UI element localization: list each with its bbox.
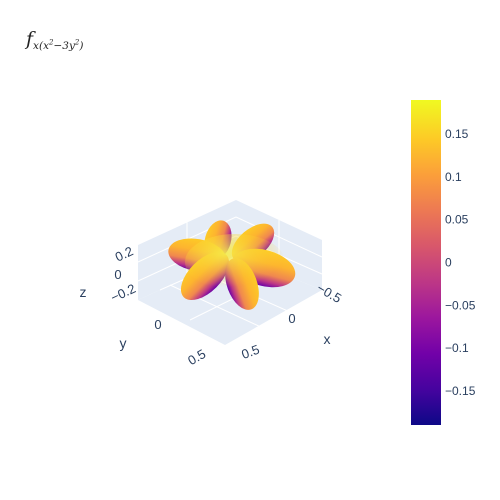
colorbar-tick-label: 0.15 xyxy=(445,127,469,141)
colorbar-tick-label: 0 xyxy=(445,256,452,270)
y-axis-title: y xyxy=(120,335,127,351)
x-tick-label: 0.5 xyxy=(239,342,261,362)
y-tick-label: 0 xyxy=(154,317,161,332)
colorbar-gradient xyxy=(411,100,441,425)
z-tick-label: −0.2 xyxy=(108,281,138,305)
x-axis-title: x xyxy=(324,331,331,347)
colorbar-tick-label: −0.1 xyxy=(445,341,469,355)
chart-title: fx(x2−3y2) xyxy=(26,28,83,52)
z-tick-label: 0.2 xyxy=(113,243,136,264)
surface[interactable] xyxy=(166,216,300,314)
z-axis-title: z xyxy=(80,284,87,300)
x-tick-label: −0.5 xyxy=(314,280,344,306)
colorbar-tick-label: 0.1 xyxy=(445,170,462,184)
title-sub-post: ) xyxy=(79,40,84,52)
x-tick-label: 0 xyxy=(288,311,295,326)
colorbar[interactable]: 0.15 0.1 0.05 0 −0.05 −0.1 −0.15 xyxy=(411,100,476,425)
colorbar-tick-label: −0.05 xyxy=(445,298,476,312)
colorbar-tick-label: 0.05 xyxy=(445,213,469,227)
colorbar-ticks: 0.15 0.1 0.05 0 −0.05 −0.1 −0.15 xyxy=(445,127,476,398)
title-subscript: x(x2−3y2) xyxy=(33,38,84,53)
title-sup-1: 2 xyxy=(49,38,54,47)
title-base: f xyxy=(26,28,34,50)
lobe-highlight xyxy=(185,234,285,290)
colorbar-tick-label: −0.15 xyxy=(445,384,476,398)
title-sup-2: 2 xyxy=(74,38,80,47)
title-sub-pre: x(x xyxy=(33,40,49,52)
z-axis: 0.2 0 −0.2 z xyxy=(80,243,138,305)
y-tick-label: 0.5 xyxy=(185,346,208,368)
z-tick-label: 0 xyxy=(114,267,121,282)
title-sub-mid: −3y xyxy=(53,40,75,52)
